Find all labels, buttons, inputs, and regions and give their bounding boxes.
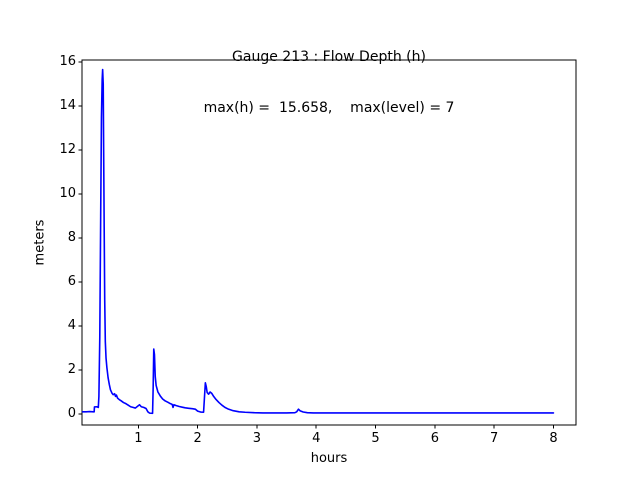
x-tick-label: 7 bbox=[490, 431, 499, 446]
y-tick-label: 4 bbox=[67, 317, 76, 333]
chart-title-block: Gauge 213 : Flow Depth (h) max(h) = 15.6… bbox=[82, 15, 576, 151]
y-tick-label: 14 bbox=[59, 97, 76, 113]
flow-depth-line bbox=[81, 68, 555, 415]
y-tick-label: 16 bbox=[59, 53, 76, 69]
chart-subtitle: max(h) = 15.658, max(level) = 7 bbox=[203, 100, 455, 116]
y-tick-label: 6 bbox=[67, 273, 76, 289]
x-tick-label: 1 bbox=[134, 431, 143, 446]
x-axis-label: hours bbox=[310, 451, 348, 466]
x-tick-label: 3 bbox=[252, 431, 262, 446]
y-tick-label: 2 bbox=[67, 361, 76, 377]
x-tick-label: 8 bbox=[549, 431, 558, 446]
x-tick-label: 5 bbox=[371, 431, 380, 446]
chart-title: Gauge 213 : Flow Depth (h) bbox=[232, 49, 426, 65]
y-tick-label: 0 bbox=[67, 405, 76, 421]
x-tick-label: 4 bbox=[312, 431, 321, 446]
y-axis-label: meters bbox=[32, 219, 48, 266]
y-tick-label: 12 bbox=[59, 141, 76, 157]
axes-spines bbox=[81, 59, 577, 426]
y-tick-label: 8 bbox=[67, 229, 76, 245]
y-tick-label: 10 bbox=[59, 185, 76, 201]
x-tick-label: 2 bbox=[193, 431, 202, 446]
x-tick-label: 6 bbox=[430, 431, 439, 446]
